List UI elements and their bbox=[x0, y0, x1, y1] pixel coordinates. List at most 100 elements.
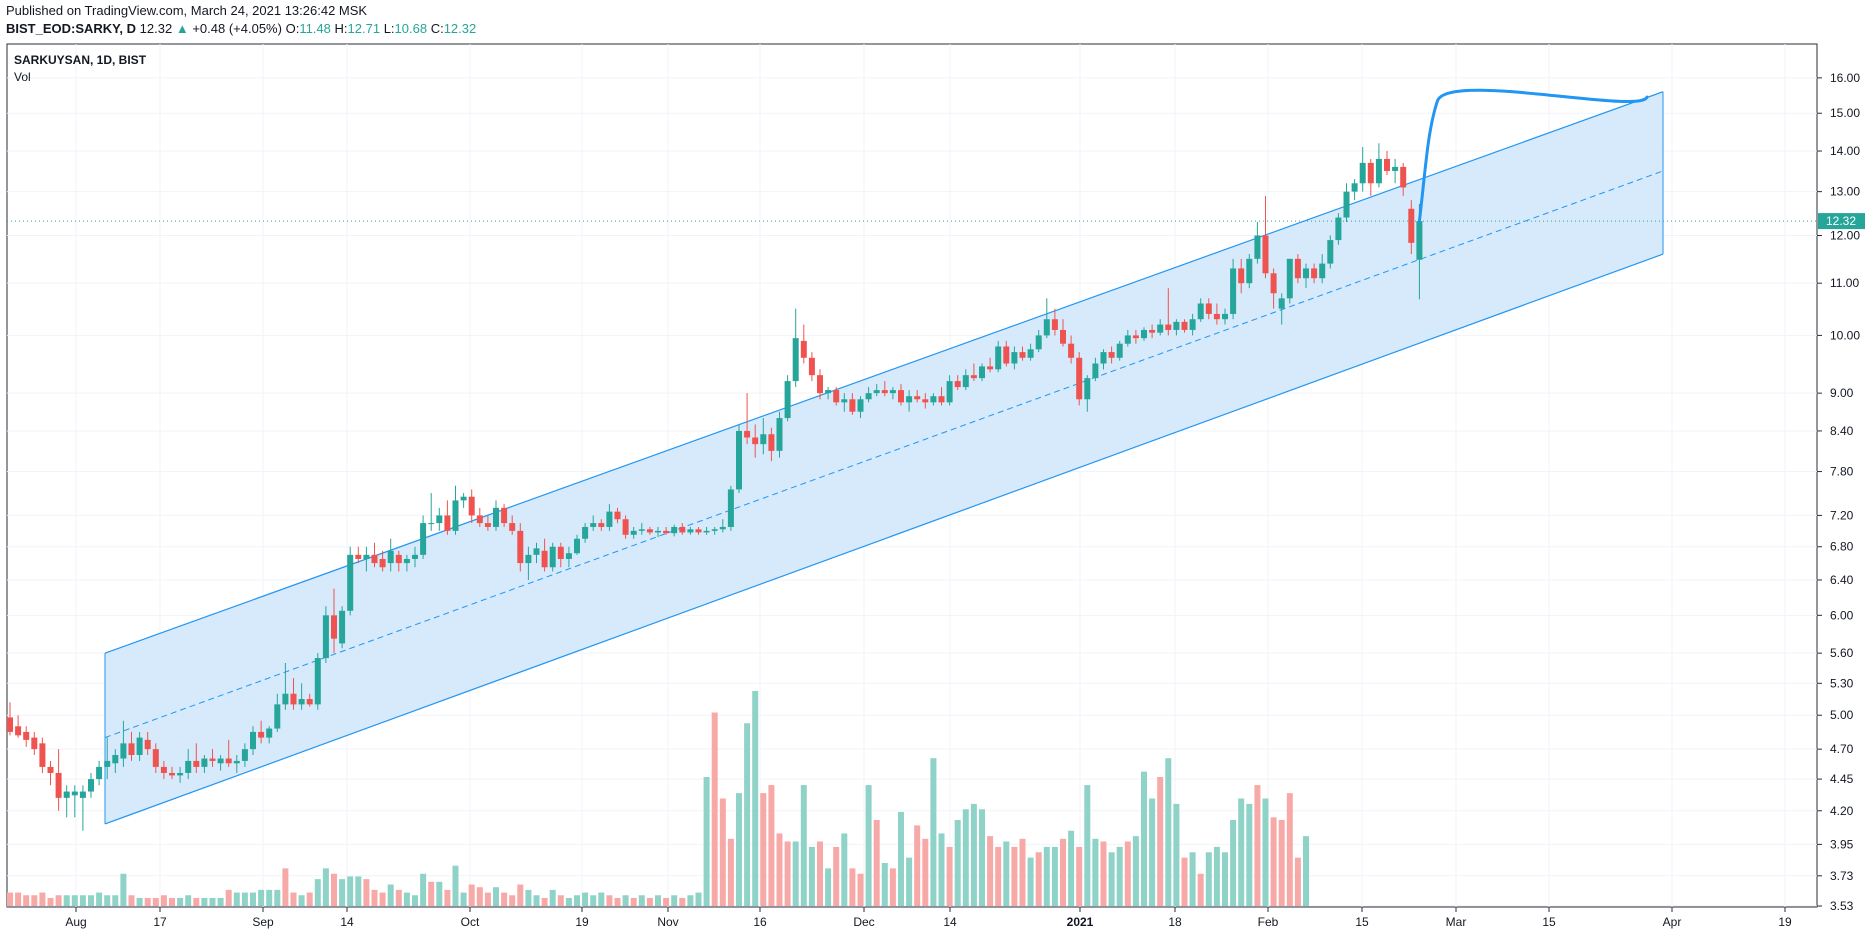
volume-bar bbox=[355, 876, 362, 906]
candle-body bbox=[760, 434, 767, 445]
volume-bar bbox=[322, 868, 329, 906]
high-value: 12.71 bbox=[347, 21, 381, 36]
volume-bar bbox=[217, 897, 224, 906]
x-tick-label: Mar bbox=[1446, 915, 1467, 929]
volume-bar bbox=[112, 895, 119, 906]
regression-channel[interactable] bbox=[104, 91, 1664, 825]
volume-bar bbox=[104, 895, 111, 906]
candle-body bbox=[1084, 378, 1091, 400]
candle-body bbox=[120, 743, 127, 759]
time-axis[interactable]: Aug 17 Sep 14 Oct 19 Nov 16 Dec 14 2021 18 Feb 15 Mar 1… bbox=[65, 907, 1792, 929]
volume-bar bbox=[574, 895, 580, 906]
overlay: 12.32 bbox=[7, 88, 1865, 230]
candle-body bbox=[711, 529, 718, 531]
candle-body bbox=[96, 766, 103, 780]
volume-bar bbox=[898, 811, 904, 906]
volume-bar bbox=[598, 892, 605, 906]
candle-body bbox=[290, 693, 297, 705]
volume-bar bbox=[282, 868, 289, 906]
volume-bar bbox=[436, 881, 443, 906]
candle-body bbox=[1165, 324, 1172, 330]
price-axis[interactable]: 16.00 15.00 14.00 13.00 12.00 11.00 10.00 9.00 8… bbox=[1817, 71, 1860, 913]
candle-body bbox=[1076, 357, 1083, 400]
volume-bar bbox=[557, 895, 564, 906]
candles bbox=[7, 143, 1423, 831]
candle-body bbox=[509, 523, 516, 531]
y-tick-label: 12.00 bbox=[1830, 229, 1860, 243]
candle-body bbox=[590, 523, 597, 527]
channel-fill bbox=[105, 91, 1663, 824]
candle-body bbox=[776, 418, 783, 451]
volume-bar bbox=[1222, 852, 1228, 906]
volume-bar bbox=[1197, 873, 1204, 906]
y-tick-label: 5.60 bbox=[1830, 646, 1854, 660]
volume-bar bbox=[590, 895, 597, 906]
volume-bar bbox=[120, 873, 127, 906]
candle-body bbox=[152, 749, 159, 767]
candle-body bbox=[517, 530, 524, 564]
volume-bar bbox=[274, 889, 281, 906]
y-tick-label: 6.00 bbox=[1830, 608, 1854, 622]
volume-bar bbox=[1189, 852, 1196, 906]
candle-body bbox=[881, 390, 888, 394]
candle-body bbox=[800, 340, 807, 358]
volume-bar bbox=[395, 889, 402, 906]
volume-bar bbox=[1084, 785, 1091, 906]
candle-body bbox=[63, 791, 70, 798]
x-tick-label: Oct bbox=[461, 915, 480, 929]
candle-body bbox=[379, 558, 386, 568]
volume-bar bbox=[938, 833, 945, 906]
candle-body bbox=[428, 523, 435, 525]
volume-bar bbox=[1027, 857, 1034, 906]
chart-title: SARKUYSAN, 1D, BIST bbox=[14, 53, 147, 67]
x-tick-label: 2021 bbox=[1067, 915, 1094, 929]
volume-bar bbox=[671, 895, 678, 906]
candle-body bbox=[476, 515, 483, 524]
candle-body bbox=[1367, 162, 1374, 184]
candle-body bbox=[1384, 158, 1390, 171]
candle-body bbox=[1408, 208, 1415, 243]
volume-bar bbox=[136, 897, 143, 906]
candle-body bbox=[1335, 217, 1342, 241]
candle-body bbox=[1124, 335, 1131, 344]
channel-middle-line bbox=[104, 170, 1664, 739]
candle-body bbox=[501, 507, 508, 524]
candle-body bbox=[484, 523, 491, 527]
candle-body bbox=[962, 375, 969, 388]
candle-body bbox=[549, 546, 556, 568]
volume-bar bbox=[865, 785, 872, 906]
volume-bar bbox=[1205, 852, 1212, 906]
volume-bar bbox=[841, 833, 848, 906]
symbol-name[interactable]: BIST_EOD:SARKY, D bbox=[6, 21, 137, 36]
close-label: C: bbox=[430, 21, 444, 36]
volume-bar bbox=[582, 892, 589, 906]
y-tick-label: 7.80 bbox=[1830, 465, 1854, 479]
candle-body bbox=[15, 726, 22, 736]
candle-body bbox=[889, 390, 896, 394]
volume-legend: Vol bbox=[14, 70, 31, 84]
x-tick-label: Dec bbox=[853, 915, 874, 929]
candle-body bbox=[209, 758, 216, 761]
x-tick-label: Nov bbox=[657, 915, 678, 929]
candle-body bbox=[112, 754, 119, 764]
volume-bar bbox=[1043, 846, 1050, 906]
candle-body bbox=[808, 357, 815, 376]
candle-body bbox=[541, 550, 548, 568]
last-price-label: 12.32 bbox=[1826, 214, 1856, 228]
candle-body bbox=[987, 366, 994, 370]
volume-bar bbox=[889, 868, 896, 906]
y-tick-label: 6.80 bbox=[1830, 540, 1854, 554]
candle-body bbox=[1132, 335, 1139, 339]
volume-bar bbox=[444, 889, 451, 906]
open-label: O: bbox=[285, 21, 300, 36]
candle-body bbox=[727, 489, 734, 527]
y-tick-label: 4.20 bbox=[1830, 804, 1854, 818]
volume-bar bbox=[1060, 838, 1066, 906]
volume-bar bbox=[493, 887, 499, 906]
volume-bar bbox=[987, 836, 994, 906]
candle-body bbox=[906, 396, 913, 403]
candle-body bbox=[1294, 258, 1301, 279]
candle-body bbox=[71, 791, 78, 796]
candle-body bbox=[144, 739, 151, 750]
